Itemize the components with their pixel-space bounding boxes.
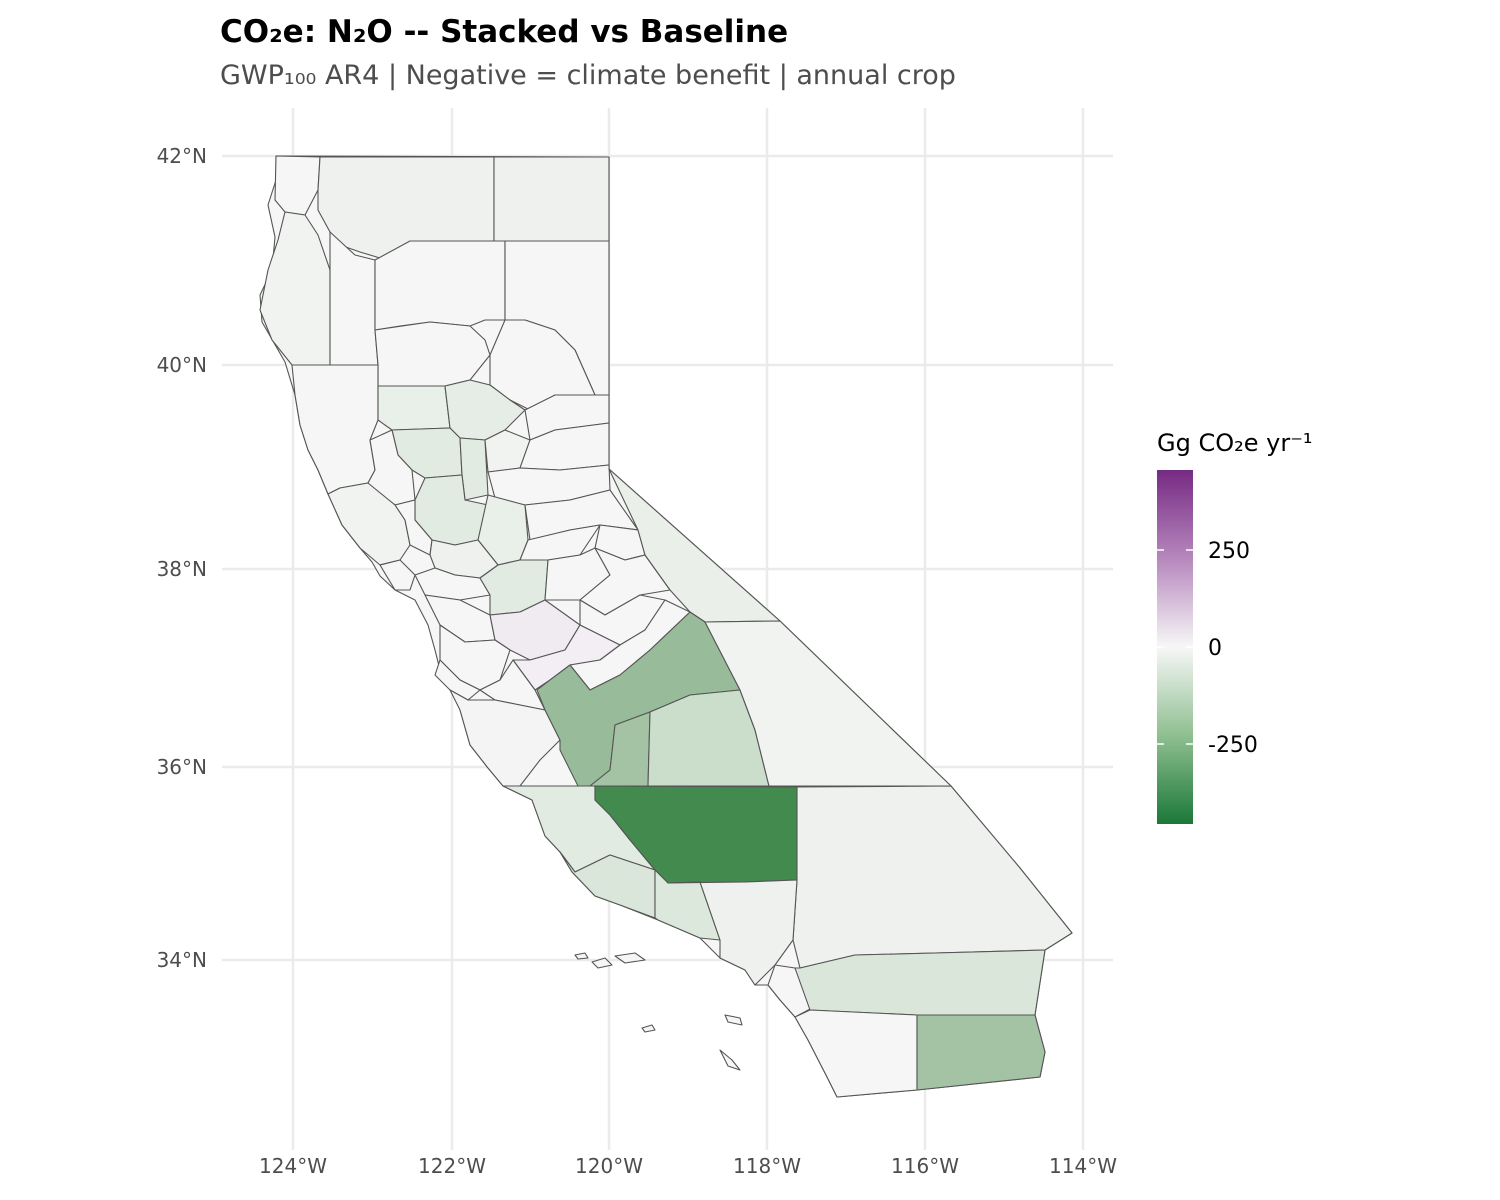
county-san-diego: [794, 1009, 918, 1098]
legend: Gg CO₂e yr⁻¹ 250 0 -250: [1157, 429, 1312, 824]
y-tick-label: 40°N: [157, 353, 207, 377]
county-shasta: [374, 240, 506, 331]
channel-island-6: [641, 1024, 656, 1033]
county-los-angeles: [667, 879, 798, 986]
x-tick-label: 114°W: [1049, 1154, 1117, 1178]
x-tick-label: 122°W: [418, 1154, 486, 1178]
x-tick-label: 124°W: [259, 1154, 327, 1178]
chart-subtitle: GWP₁₀₀ AR4 | Negative = climate benefit …: [220, 60, 956, 91]
legend-ticks: [1157, 549, 1193, 745]
legend-label: 250: [1208, 539, 1250, 564]
county-tehama: [374, 321, 491, 387]
y-axis-labels: 42°N 40°N 38°N 36°N 34°N: [157, 144, 207, 972]
y-tick-label: 42°N: [157, 144, 207, 168]
x-tick-label: 118°W: [733, 1154, 801, 1178]
county-mendocino: [291, 364, 379, 495]
y-tick-label: 38°N: [157, 557, 207, 581]
chart-title: CO₂e: N₂O -- Stacked vs Baseline: [220, 14, 789, 50]
x-tick-label: 120°W: [575, 1154, 643, 1178]
x-axis-labels: 124°W 122°W 120°W 118°W 116°W 114°W: [259, 1154, 1117, 1178]
channel-island-1: [591, 957, 613, 969]
county-san-bernardino: [792, 785, 1073, 969]
channel-island-5: [719, 1049, 741, 1071]
county-glenn: [377, 385, 451, 431]
legend-label: -250: [1208, 733, 1258, 758]
legend-title: Gg CO₂e yr⁻¹: [1157, 429, 1312, 457]
channel-island-4: [724, 1014, 743, 1026]
x-tick-label: 116°W: [891, 1154, 959, 1178]
county-sutter: [459, 437, 489, 501]
county-inyo: [704, 620, 952, 787]
county-modoc: [493, 156, 610, 242]
y-tick-label: 34°N: [157, 948, 207, 972]
y-tick-label: 36°N: [157, 755, 207, 779]
california-map: [259, 155, 1073, 1098]
county-monterey: [449, 689, 561, 787]
county-imperial: [916, 1014, 1046, 1091]
channel-island-2: [614, 952, 646, 964]
legend-label: 0: [1208, 636, 1222, 661]
county-marin: [379, 559, 416, 591]
channel-island-3: [574, 952, 589, 960]
